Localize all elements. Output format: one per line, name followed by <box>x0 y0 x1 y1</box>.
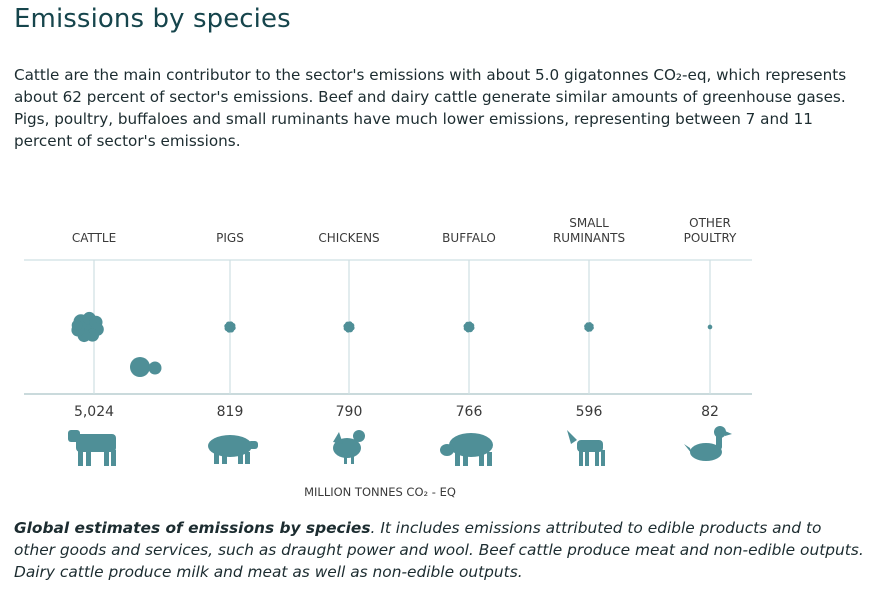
icon-part <box>351 456 354 464</box>
icon-part <box>567 430 577 444</box>
icon-part <box>684 444 692 454</box>
figure-caption: Global estimates of emissions by species… <box>14 517 864 583</box>
pig-icon <box>208 435 258 464</box>
icon-part <box>579 450 583 466</box>
bubble-buffalo <box>463 321 475 333</box>
category-label: PIGS <box>216 231 244 245</box>
bubble-dot <box>707 324 713 330</box>
icon-part <box>333 432 343 444</box>
bubble-lobe <box>230 322 236 329</box>
icon-part <box>463 452 468 466</box>
category-label: CATTLE <box>72 231 116 245</box>
chicken-icon <box>333 430 365 464</box>
buffalo-icon <box>440 433 493 466</box>
icon-part <box>86 450 91 466</box>
duck-icon <box>684 426 732 461</box>
icon-part <box>714 426 726 438</box>
icon-part <box>440 444 454 456</box>
icon-part <box>76 434 116 452</box>
category-label: SMALL <box>569 216 609 230</box>
bubble-chicken <box>343 321 355 333</box>
goat-icon <box>567 430 605 466</box>
icon-part <box>449 433 493 457</box>
bubble-satellite <box>148 361 162 375</box>
icon-part <box>111 450 116 466</box>
icon-part <box>222 452 227 464</box>
bubble-lobe <box>469 323 475 329</box>
value-label: 5,024 <box>74 404 114 420</box>
bubble-cow <box>71 311 162 377</box>
category-label: OTHER <box>689 216 731 230</box>
icon-part <box>104 450 109 466</box>
category-label: RUMINANTS <box>553 231 625 245</box>
icon-part <box>455 452 460 466</box>
bubble-lobe <box>349 322 355 329</box>
icon-part <box>208 435 252 457</box>
intro-paragraph: Cattle are the main contributor to the s… <box>14 66 847 150</box>
category-label: BUFFALO <box>442 231 496 245</box>
value-label: 790 <box>336 404 363 420</box>
icon-part <box>577 440 603 452</box>
icon-part <box>245 452 250 464</box>
bubble-satellite <box>130 357 150 377</box>
icon-part <box>238 452 243 464</box>
icon-part <box>214 452 219 464</box>
value-label: 819 <box>217 404 244 420</box>
value-label: 596 <box>576 404 603 420</box>
icon-part <box>725 431 732 436</box>
icon-part <box>601 450 605 466</box>
icon-part <box>585 450 589 466</box>
chart-icons <box>68 426 732 466</box>
bubble-duck <box>707 324 713 330</box>
icon-part <box>248 441 258 449</box>
category-label: POULTRY <box>684 231 737 245</box>
bubble-goat <box>584 322 594 332</box>
icon-part <box>78 450 83 466</box>
value-label: 766 <box>456 404 483 420</box>
caption-text: . It includes emissions attributed to ed… <box>14 519 864 581</box>
icon-part <box>68 430 80 442</box>
page-title: Emissions by species <box>14 4 291 34</box>
category-label: CHICKENS <box>318 231 379 245</box>
emissions-chart: CATTLE 5,024 PIGS 819 CHICKENS 790 BUFFALO 766 S… <box>24 216 752 499</box>
bubble-pig <box>224 321 236 333</box>
value-label: 82 <box>701 404 719 420</box>
cow-icon <box>68 430 116 466</box>
icon-part <box>487 452 492 466</box>
icon-part <box>353 430 365 442</box>
bubble-lobe <box>589 323 594 328</box>
icon-part <box>595 450 599 466</box>
bubble-lobe <box>71 319 83 331</box>
icon-part <box>690 443 722 461</box>
icon-part <box>479 452 484 466</box>
chart-labels: CATTLE 5,024 PIGS 819 CHICKENS 790 BUFFALO 766 S… <box>72 216 737 420</box>
caption-bold: Global estimates of emissions by species <box>14 519 371 537</box>
unit-label: MILLION TONNES CO₂ - EQ <box>304 485 456 499</box>
chart-bubbles <box>71 311 713 377</box>
icon-part <box>344 456 347 464</box>
